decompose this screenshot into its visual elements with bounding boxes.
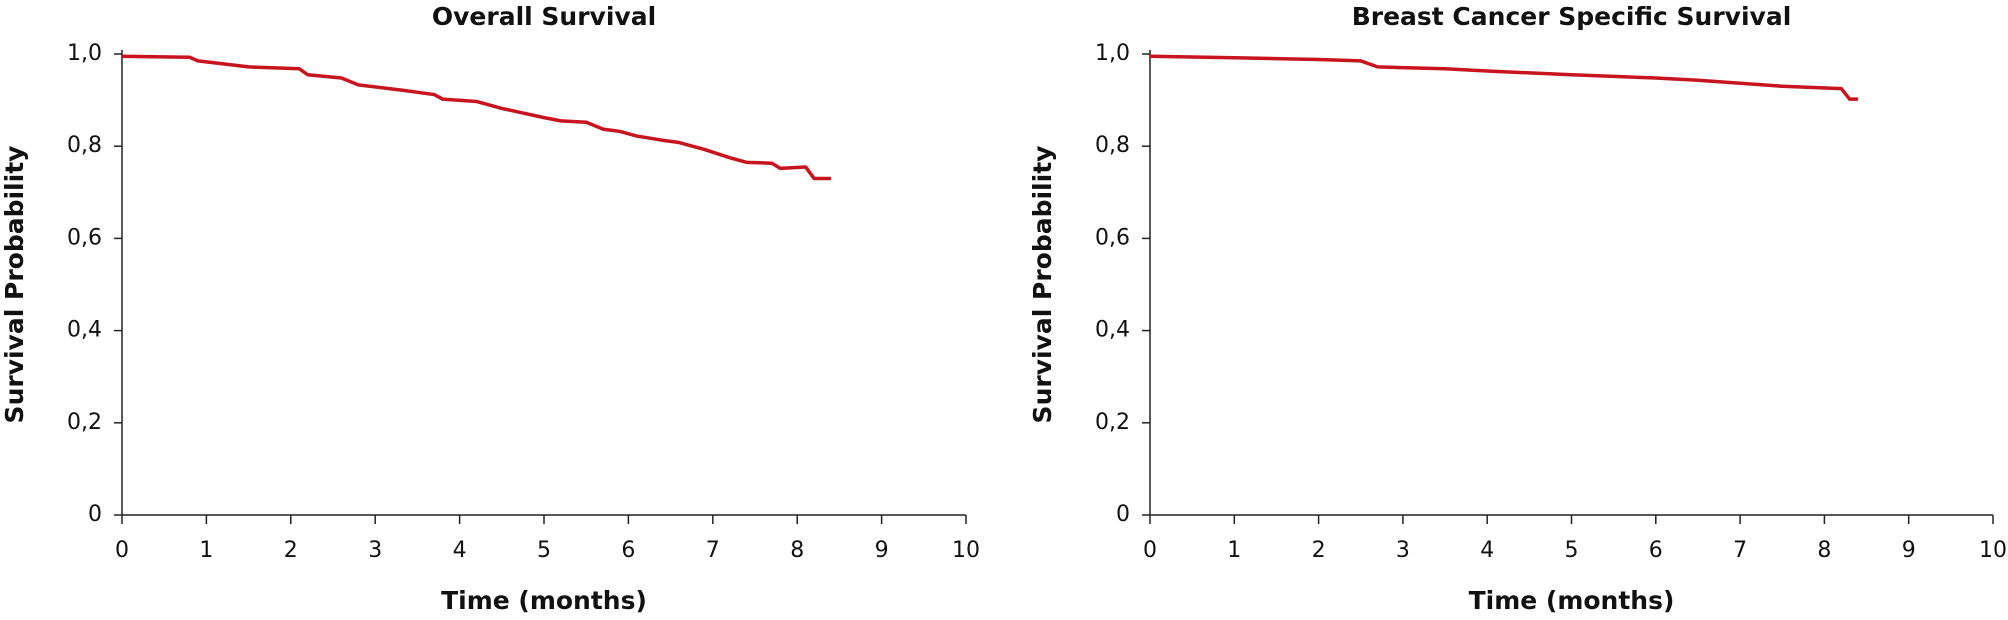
- y-tick-label: 0,2: [67, 410, 102, 435]
- x-tick-label: 6: [621, 538, 635, 563]
- x-tick-label: 0: [115, 538, 129, 563]
- x-tick-label: 2: [284, 538, 298, 563]
- x-tick-label: 0: [1143, 538, 1157, 563]
- x-tick-label: 3: [368, 538, 382, 563]
- y-axis-label: Survival Probability: [1028, 146, 1057, 424]
- x-tick-label: 7: [706, 538, 720, 563]
- y-tick-label: 0: [88, 502, 102, 527]
- x-tick-label: 1: [1227, 538, 1241, 563]
- y-tick-label: 0,8: [67, 133, 102, 158]
- chart-title: Breast Cancer Specific Survival: [1352, 2, 1792, 31]
- chart-title: Overall Survival: [432, 2, 656, 31]
- y-tick-label: 0,4: [1095, 318, 1130, 343]
- y-tick-label: 0,2: [1095, 410, 1130, 435]
- survival-curve: [121, 54, 831, 181]
- x-tick-label: 3: [1396, 538, 1410, 563]
- x-tick-label: 10: [952, 538, 980, 563]
- y-tick-label: 0,4: [67, 318, 102, 343]
- y-tick-label: 0: [1116, 502, 1130, 527]
- x-axis-label: Time (months): [1469, 586, 1675, 615]
- x-tick-label: 8: [790, 538, 804, 563]
- x-axis-label: Time (months): [441, 586, 647, 615]
- y-axis-label: Survival Probability: [0, 146, 29, 424]
- x-tick-label: 9: [875, 538, 889, 563]
- y-tick-label: 1,0: [67, 41, 102, 66]
- x-tick-label: 10: [1979, 538, 2007, 563]
- survival-curve: [1149, 54, 1859, 101]
- x-tick-label: 2: [1312, 538, 1326, 563]
- x-tick-label: 4: [453, 538, 467, 563]
- y-tick-label: 0,6: [1095, 225, 1130, 250]
- x-tick-label: 8: [1817, 538, 1831, 563]
- x-tick-label: 7: [1733, 538, 1747, 563]
- x-tick-label: 5: [1565, 538, 1579, 563]
- x-tick-label: 9: [1902, 538, 1916, 563]
- y-tick-label: 1,0: [1095, 41, 1130, 66]
- y-tick-label: 0,6: [67, 225, 102, 250]
- y-tick-label: 0,8: [1095, 133, 1130, 158]
- x-tick-label: 5: [537, 538, 551, 563]
- x-tick-label: 4: [1480, 538, 1494, 563]
- x-tick-label: 1: [199, 538, 213, 563]
- x-tick-label: 6: [1649, 538, 1663, 563]
